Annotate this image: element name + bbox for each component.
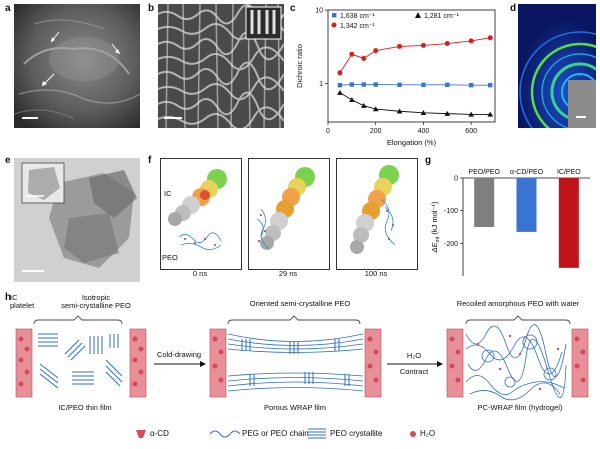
panel-label-g: g bbox=[425, 155, 432, 166]
y-tick-label: -200 bbox=[444, 241, 458, 248]
data-point bbox=[349, 82, 355, 87]
time-label-2: 100 ns bbox=[364, 269, 388, 278]
time-label-1: 29 ns bbox=[278, 269, 298, 278]
h2o-label: H₂O bbox=[406, 351, 422, 360]
chart-c: 0 200 400 600 1 10 Elongation (%) Dichroic rati… bbox=[290, 2, 505, 152]
panel-label-h: h bbox=[5, 292, 12, 303]
data-point bbox=[397, 82, 402, 88]
md-snapshots-f: IC PEO bbox=[158, 158, 420, 282]
sem-image-a bbox=[14, 4, 140, 128]
peo-label: PEO bbox=[162, 253, 178, 262]
ic-platelet-label: IC platelet bbox=[10, 293, 35, 310]
y-tick-label: 1 bbox=[319, 81, 323, 88]
film1-label: IC/PEO thin film bbox=[58, 403, 112, 412]
data-point bbox=[373, 82, 378, 87]
data-point bbox=[397, 43, 403, 49]
legend-marker bbox=[331, 22, 337, 28]
y-tick-label: 0 bbox=[454, 176, 458, 183]
category-label: α-CD/PEO bbox=[510, 169, 544, 176]
data-point bbox=[337, 82, 343, 88]
y-tick-label: -100 bbox=[444, 208, 458, 215]
data-point bbox=[468, 111, 474, 117]
data-point bbox=[445, 82, 450, 88]
panel-label-e: e bbox=[5, 155, 11, 166]
data-point bbox=[373, 48, 379, 54]
time-label-0: 0 ns bbox=[192, 269, 208, 278]
tem-image-e bbox=[14, 158, 140, 282]
data-point bbox=[487, 111, 494, 117]
bar bbox=[558, 178, 579, 268]
data-point bbox=[444, 41, 450, 47]
recoiled-label: Recoiled amorphous PEO with water bbox=[456, 299, 580, 308]
diffraction-image-d bbox=[518, 4, 596, 128]
film2-label: Porous WRAP film bbox=[264, 403, 326, 412]
schematic-h: IC platelet Isotropic semi-crystalline P… bbox=[10, 294, 595, 444]
x-tick-label: 200 bbox=[370, 128, 382, 135]
scale-bar bbox=[164, 117, 182, 119]
data-point bbox=[468, 82, 474, 88]
data-point bbox=[421, 82, 426, 88]
data-point bbox=[487, 35, 493, 41]
panel-label-b: b bbox=[148, 3, 155, 14]
data-point bbox=[337, 70, 343, 76]
isotropic-label: Isotropic semi-crystalline PEO bbox=[61, 293, 131, 310]
y-tick-label: 10 bbox=[315, 8, 323, 15]
series-line bbox=[339, 37, 491, 74]
data-point bbox=[420, 42, 426, 48]
dichroic-ratio-chart: 0 200 400 600 1 10 Elongation (%) Dichroic rati… bbox=[295, 8, 496, 147]
film3-label: PC-WRAP film (hydrogel) bbox=[477, 403, 563, 412]
y-axis-label: ΔEint (kJ mol⁻¹) bbox=[430, 201, 441, 254]
legend-marker bbox=[415, 12, 421, 18]
panel-label-f: f bbox=[148, 155, 152, 166]
legend-marker bbox=[332, 13, 337, 18]
category-label: PEO/PEO bbox=[468, 169, 500, 176]
plot-frame bbox=[327, 9, 496, 123]
contract-label: Contract bbox=[399, 367, 429, 376]
x-tick-label: 400 bbox=[418, 128, 430, 135]
category-label: IC/PEO bbox=[557, 169, 581, 176]
data-point bbox=[372, 106, 379, 112]
legend-peo-crystallite: PEO crystallite bbox=[330, 429, 383, 438]
data-point bbox=[488, 82, 493, 88]
data-point bbox=[468, 38, 474, 44]
snapshot-29ns bbox=[248, 158, 330, 270]
data-point bbox=[361, 82, 366, 87]
scale-bar bbox=[22, 270, 44, 272]
data-point bbox=[337, 89, 343, 95]
y-axis-label: Dichroic ratio bbox=[295, 44, 304, 88]
oriented-label: Oriented semi-crystalline PEO bbox=[249, 299, 351, 308]
panel-label-c: c bbox=[290, 3, 296, 14]
series-line bbox=[339, 92, 491, 115]
cold-drawing-label: Cold-drawing bbox=[156, 350, 202, 359]
data-point bbox=[444, 110, 451, 116]
legend-peo-chain: PEG or PEO chain bbox=[242, 429, 309, 438]
x-tick-label: 0 bbox=[326, 128, 330, 135]
panel-label-d: d bbox=[510, 3, 517, 14]
scale-bar bbox=[576, 116, 586, 118]
snapshot-0ns bbox=[160, 158, 242, 270]
data-point bbox=[361, 55, 367, 61]
snapshot-100ns bbox=[336, 158, 418, 270]
legend-label: 1,638 cm⁻¹ bbox=[340, 13, 375, 20]
legend-label: 1,342 cm⁻¹ bbox=[340, 23, 375, 30]
data-point bbox=[396, 108, 403, 114]
data-point bbox=[349, 51, 355, 57]
panel-label-a: a bbox=[5, 3, 11, 14]
scale-bar bbox=[22, 117, 38, 119]
bar bbox=[474, 178, 495, 227]
legend-alpha-cd: α-CD bbox=[150, 429, 169, 438]
chart-g: 0 -100 -200 PEO/PEO α-CD/PEO IC/PEO ΔEint (kJ … bbox=[425, 158, 595, 286]
x-axis-label: Elongation (%) bbox=[387, 138, 437, 147]
data-point bbox=[360, 102, 367, 108]
interaction-energy-chart: 0 -100 -200 PEO/PEO α-CD/PEO IC/PEO ΔEint (kJ … bbox=[430, 169, 590, 276]
data-point bbox=[349, 97, 355, 103]
x-tick-label: 600 bbox=[465, 128, 477, 135]
legend-label: 1,281 cm⁻¹ bbox=[424, 13, 459, 20]
bar bbox=[516, 178, 537, 232]
legend-h2o: H₂O bbox=[420, 429, 436, 438]
ic-label: IC bbox=[164, 189, 172, 198]
data-point bbox=[420, 110, 427, 116]
sem-image-b bbox=[158, 4, 284, 128]
